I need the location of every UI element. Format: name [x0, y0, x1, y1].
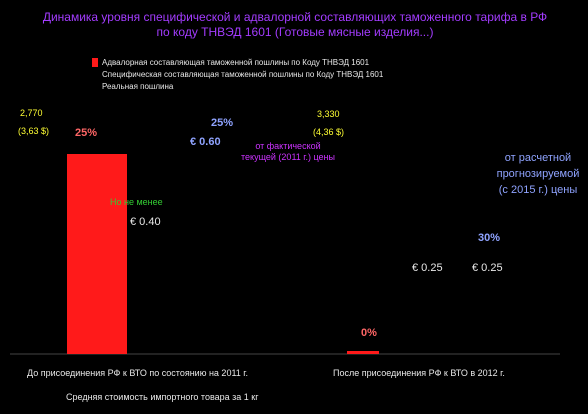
right-price-eur-label: (4,36 $)	[313, 127, 345, 137]
x-axis-label: Средняя стоимость импортного товара за 1…	[66, 392, 259, 402]
right-val-1: € 0.25	[412, 262, 443, 274]
spec-left-pct: 25%	[211, 117, 234, 129]
spec-right-pct: 30%	[478, 232, 501, 244]
bar-after	[347, 351, 379, 354]
forecast-note: от расчетной прогнозируемой (с 2015 г.) …	[496, 152, 580, 196]
legend-swatch-red	[92, 58, 98, 67]
category-label-right: После присоединения РФ к ВТО в 2012 г.	[333, 368, 505, 378]
legend-item-advalorem: Адвалорная составляющая таможенной пошли…	[92, 58, 369, 68]
bar-before	[67, 154, 127, 354]
legend-label: Специфическая составляющая таможенной по…	[102, 70, 384, 79]
left-price-label: 2,770	[20, 108, 43, 118]
bars-group	[67, 154, 379, 354]
bar-label-left: 25%	[75, 127, 98, 139]
no-less-label: Но не менее	[110, 197, 163, 207]
legend-item-specific: Специфическая составляющая таможенной по…	[102, 70, 383, 80]
legend-label: Адвалорная составляющая таможенной пошли…	[102, 58, 370, 67]
from-actual-note: от фактической текущей (2011 г.) цены	[241, 141, 335, 162]
category-label-left: До присоединения РФ к ВТО по состоянию н…	[27, 368, 248, 378]
right-val-2: € 0.25	[472, 262, 503, 274]
left-price-eur-label: (3,63 $)	[18, 126, 50, 136]
spec-left-val: € 0.60	[190, 136, 221, 148]
chart-title: Динамика уровня специфической и адвалорн…	[42, 10, 548, 39]
right-price-label: 3,330	[317, 109, 340, 119]
legend-label: Реальная пошлина	[102, 82, 174, 91]
no-less-val: € 0.40	[130, 216, 161, 228]
legend-item-real: Реальная пошлина	[102, 82, 173, 92]
bar-label-right: 0%	[361, 327, 377, 339]
